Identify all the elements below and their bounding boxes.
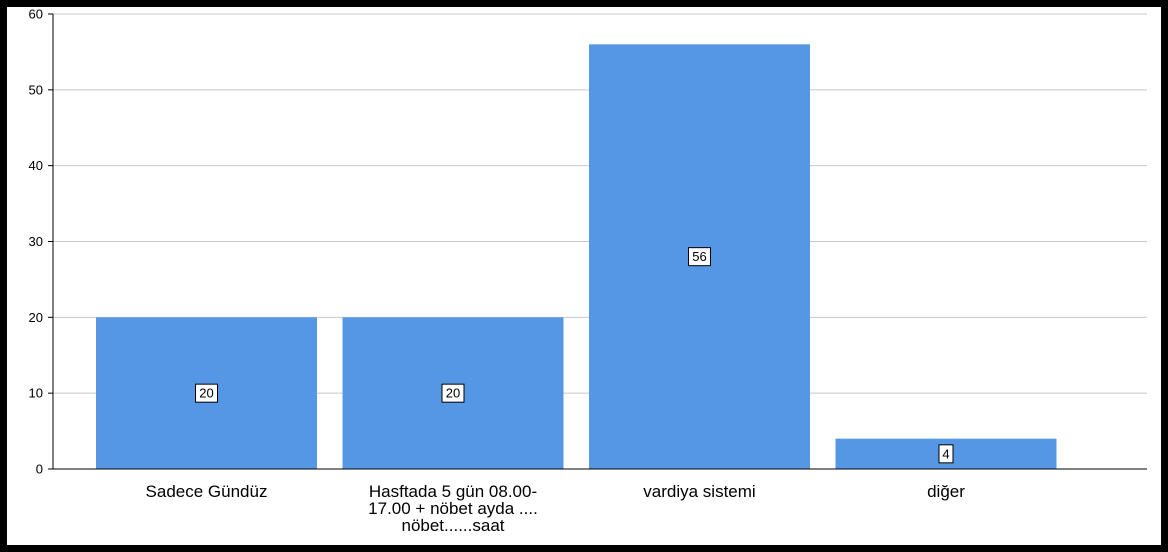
x-category-label-3-line-0: diğer <box>927 482 965 501</box>
x-category-label-0-line-0: Sadece Gündüz <box>146 482 268 501</box>
x-category-label-2-line-0: vardiya sistemi <box>643 482 755 501</box>
x-category-label-2: vardiya sistemi <box>643 482 755 501</box>
x-category-label-1-line-2: nöbet......saat <box>401 516 504 535</box>
data-label-box-0 <box>195 383 218 403</box>
bars <box>96 44 1057 469</box>
x-category-label-3: diğer <box>927 482 965 501</box>
y-tick-label-10: 10 <box>29 386 43 401</box>
y-tick-label-30: 30 <box>29 234 43 249</box>
data-label-0: 20 <box>199 386 213 401</box>
x-category-label-1-line-0: Hasftada 5 gün 08.00- <box>369 482 537 501</box>
x-category-label-1-line-1: 17.00 + nöbet ayda .... <box>368 499 538 518</box>
x-category-label-0: Sadece Gündüz <box>146 482 268 501</box>
axes: 0 10 20 30 40 50 60 Sadece Gündüz Hasftada 5 gün… <box>29 7 1147 535</box>
y-tick-label-60: 60 <box>29 7 43 22</box>
x-category-label-1: Hasftada 5 gün 08.00-17.00 + nöbet ayda … <box>368 482 538 535</box>
bar-chart: 0 10 20 30 40 50 60 Sadece Gündüz Hasftada 5 gün… <box>29 7 1147 535</box>
y-tick-label-50: 50 <box>29 82 43 97</box>
y-tick-label-0: 0 <box>36 462 43 477</box>
data-label-2: 56 <box>692 249 706 264</box>
data-label-box-2 <box>688 247 711 267</box>
data-label-3: 4 <box>942 446 949 461</box>
y-tick-label-20: 20 <box>29 310 43 325</box>
data-label-1: 20 <box>446 386 460 401</box>
y-tick-label-40: 40 <box>29 158 43 173</box>
labels: 20 20 56 4 <box>195 247 954 464</box>
data-label-box-3 <box>938 444 954 464</box>
data-label-box-1 <box>441 383 465 403</box>
